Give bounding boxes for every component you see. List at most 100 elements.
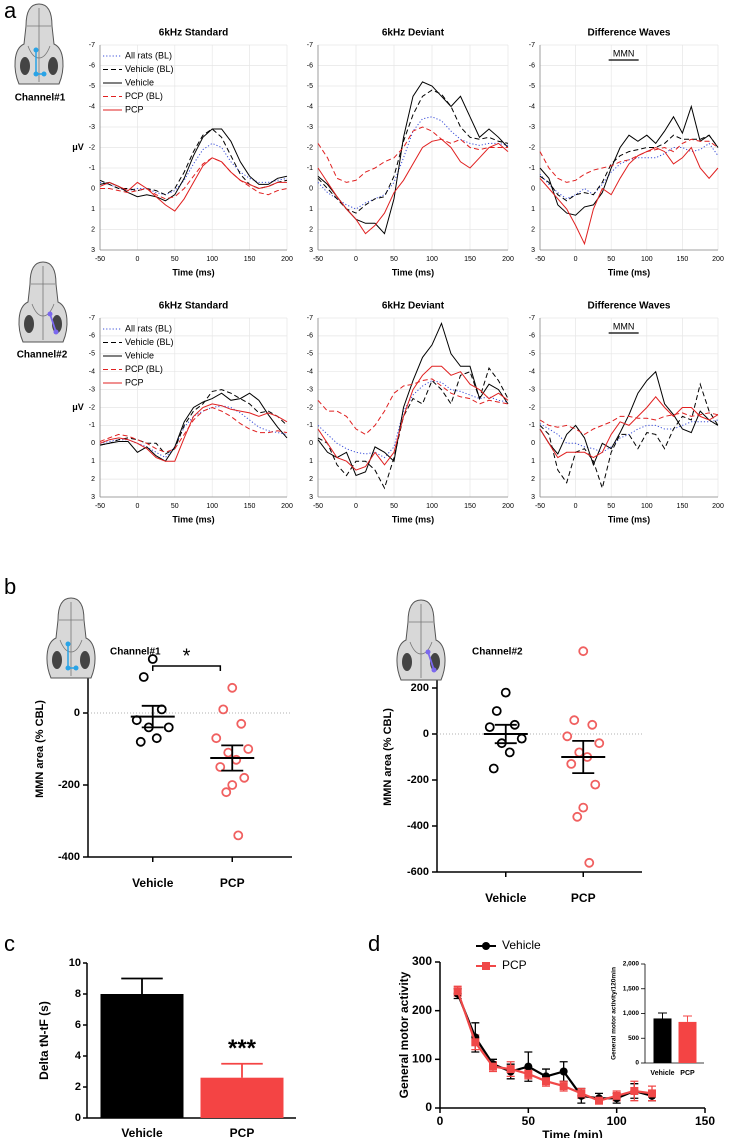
channel-label: Channel#2 — [472, 647, 523, 658]
error-bar — [494, 723, 517, 745]
legend-label: Vehicle — [502, 938, 541, 952]
y-tick-label: -5 — [529, 351, 535, 358]
annotation: * — [183, 645, 191, 667]
marker — [542, 1077, 550, 1086]
panel-label: c — [4, 931, 15, 956]
x-tick-label: 200 — [502, 256, 514, 263]
y-tick-label: -4 — [307, 103, 313, 110]
y-tick-label: 0 — [425, 1100, 432, 1114]
x-tick-label: 50 — [522, 1114, 536, 1128]
y-tick-label: 3 — [91, 494, 95, 501]
x-axis-label: Time (ms) — [172, 267, 214, 277]
skull-detail — [31, 266, 55, 340]
y-tick-label: -6 — [89, 333, 95, 340]
wave — [317, 138, 509, 235]
y-tick-label: 100 — [412, 1052, 432, 1066]
y-tick-label: 1 — [531, 458, 535, 465]
data-point — [227, 682, 238, 693]
x-tick-label: 150 — [464, 503, 476, 510]
y-tick-label: -5 — [307, 83, 313, 90]
y-tick-label: -1 — [529, 422, 535, 429]
y-tick-label: -2 — [307, 144, 313, 151]
y-tick-label: -2 — [89, 144, 95, 151]
x-tick-label: 50 — [171, 256, 179, 263]
data-point — [163, 722, 174, 733]
y-tick-label: 0 — [74, 707, 80, 719]
x-tick-label: 200 — [502, 503, 514, 510]
legend-label: Vehicle — [125, 350, 154, 360]
electrode-line — [427, 651, 435, 671]
data-point — [138, 672, 149, 682]
y-tick-label: -400 — [58, 851, 80, 863]
wave — [317, 365, 509, 471]
y-tick-label: -3 — [529, 386, 535, 393]
y-tick-label: -400 — [407, 820, 429, 832]
legend-label: PCP (BL) — [125, 91, 163, 101]
data-point — [572, 811, 583, 822]
x-tick-label: 50 — [390, 503, 398, 510]
y-tick-label: 3 — [309, 494, 313, 501]
x-tick-label: 0 — [135, 256, 139, 263]
data-point — [587, 719, 598, 730]
legend-label: Vehicle (BL) — [125, 64, 174, 74]
data-point — [491, 706, 502, 716]
y-tick-label: -5 — [307, 351, 313, 358]
x-tick-label: 150 — [244, 503, 256, 510]
y-tick-label: -4 — [89, 369, 95, 376]
skull-detail — [48, 57, 58, 75]
chart-title: 6kHz Deviant — [382, 301, 445, 312]
marker — [471, 1038, 480, 1047]
y-tick-label: 1 — [91, 458, 95, 465]
y-tick-label: -600 — [407, 866, 429, 878]
wave — [539, 134, 719, 202]
data-point — [566, 759, 577, 769]
marker — [524, 1069, 533, 1078]
wave — [317, 380, 509, 459]
y-axis-label: μV — [72, 142, 84, 152]
electrode — [65, 641, 71, 647]
marker — [595, 1096, 603, 1105]
chart-title: Difference Waves — [588, 301, 671, 312]
bar — [100, 994, 184, 1118]
x-tick-label: 150 — [695, 1114, 715, 1128]
error-bar — [572, 740, 595, 774]
data-point — [590, 779, 601, 790]
y-tick-label: -1 — [307, 422, 313, 429]
electrode — [73, 665, 79, 671]
x-axis-label: Time (ms) — [172, 514, 214, 524]
y-tick-label: -3 — [89, 124, 95, 131]
y-axis-label: Delta tN-tF (s) — [37, 1001, 51, 1080]
wave — [539, 104, 719, 216]
x-tick-label: Vehicle — [132, 876, 174, 890]
data-point — [211, 733, 222, 744]
y-tick-label: 4 — [75, 1050, 82, 1062]
y-tick-label: 0 — [75, 1112, 81, 1124]
wave — [317, 116, 509, 210]
x-tick-label: 50 — [607, 503, 615, 510]
y-tick-label: 0 — [531, 185, 535, 192]
x-tick-label: 50 — [607, 256, 615, 263]
marker — [506, 1065, 515, 1074]
y-tick-label: 2 — [531, 476, 535, 483]
y-tick-label: -2 — [529, 144, 535, 151]
error-bar — [658, 1012, 667, 1019]
x-tick-label: 150 — [464, 256, 476, 263]
electrode — [65, 665, 71, 671]
y-tick-label: 1 — [531, 206, 535, 213]
data-point — [227, 780, 238, 790]
wave — [99, 403, 288, 462]
legend-label: PCP — [502, 958, 527, 972]
marker — [612, 1091, 621, 1100]
y-tick-label: 1 — [309, 458, 313, 465]
error-bar — [121, 977, 163, 994]
data-point — [151, 733, 162, 744]
y-tick-label: 3 — [531, 494, 535, 501]
channel-label: Channel#2 — [17, 350, 68, 361]
legend-label: All rats (BL) — [125, 323, 172, 333]
x-tick-label: 0 — [574, 503, 578, 510]
x-tick-label: Vehicle — [121, 1126, 163, 1138]
y-tick-label: 2 — [309, 476, 313, 483]
electrode — [425, 649, 431, 655]
y-tick-label: -6 — [307, 333, 313, 340]
wave — [539, 382, 719, 490]
